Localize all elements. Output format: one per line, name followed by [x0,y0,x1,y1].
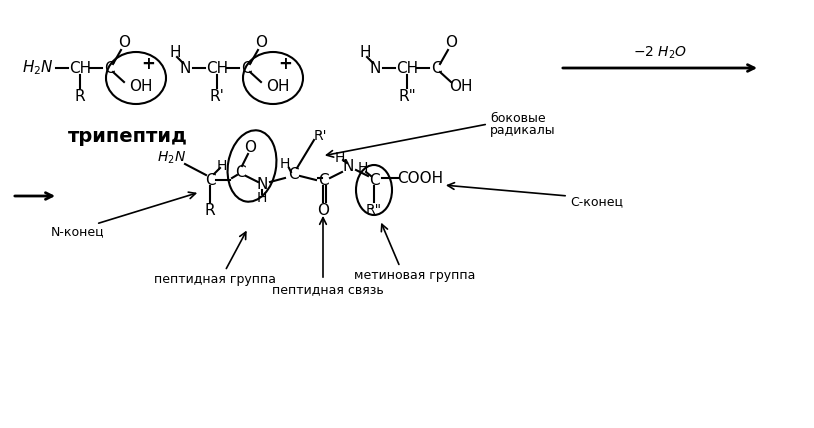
Text: CH: CH [69,60,91,75]
Text: OH: OH [129,78,153,93]
Text: трипептид: трипептид [68,127,188,146]
Text: $H_2N$: $H_2N$ [22,59,54,77]
Text: H: H [169,45,181,59]
Text: R': R' [313,129,326,143]
Text: $-2\ H_2O$: $-2\ H_2O$ [632,45,687,61]
Text: +: + [278,55,292,73]
Text: R": R" [366,203,382,217]
Text: C: C [234,164,245,179]
Text: O: O [445,35,457,50]
Text: CH: CH [396,60,418,75]
Text: $H_2N$: $H_2N$ [157,150,186,166]
Text: C: C [103,60,114,75]
Text: C: C [241,60,252,75]
Text: H: H [359,45,370,59]
Text: R": R" [398,89,416,104]
Text: N-конец: N-конец [51,226,105,238]
Text: C: C [317,172,328,187]
Text: CH: CH [206,60,228,75]
Text: H: H [335,151,345,165]
Text: R: R [204,202,216,217]
Text: N: N [179,60,190,75]
Text: O: O [244,140,256,155]
Text: C: C [204,172,216,187]
Text: радикалы: радикалы [490,124,556,137]
Text: COOH: COOH [397,170,443,185]
Text: H: H [217,159,227,173]
Text: OH: OH [266,78,290,93]
Text: H: H [280,157,290,171]
Text: O: O [317,202,329,217]
Text: +: + [141,55,155,73]
Text: метиновая группа: метиновая группа [354,270,475,282]
Text: пептидная связь: пептидная связь [272,283,384,297]
Text: R': R' [209,89,225,104]
Text: C: C [369,172,379,187]
Text: N: N [343,158,354,173]
Text: C: C [287,166,298,181]
Text: H: H [358,161,368,175]
Text: R: R [75,89,85,104]
Text: боковые: боковые [490,112,545,125]
Text: H: H [256,191,267,205]
Text: O: O [255,35,267,50]
Text: пептидная группа: пептидная группа [154,273,276,286]
Text: O: O [118,35,130,50]
Text: N: N [370,60,381,75]
Text: OH: OH [449,78,473,93]
Text: C: C [431,60,441,75]
Text: N: N [256,176,268,191]
Text: С-конец: С-конец [570,196,623,208]
